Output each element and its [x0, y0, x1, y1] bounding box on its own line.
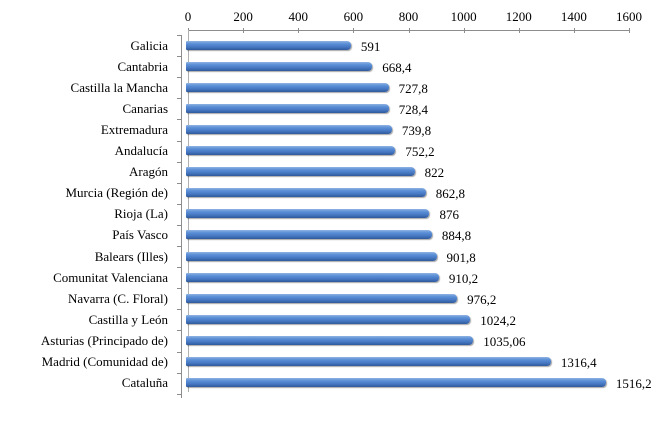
- category-label: Canarias: [122, 100, 168, 116]
- category-label: Murcia (Región de): [65, 185, 168, 201]
- category-label: Aragón: [129, 164, 168, 180]
- category-label: Cataluña: [121, 375, 168, 391]
- category-label: Galicia: [130, 37, 168, 53]
- value-label: 901,8: [446, 249, 476, 265]
- y-tick: [177, 183, 182, 184]
- bar: [186, 103, 389, 113]
- category-label: Andalucía: [114, 143, 168, 159]
- y-tick: [177, 309, 182, 310]
- value-label: 976,2: [467, 291, 497, 307]
- value-label: 668,4: [382, 59, 412, 75]
- x-tick: [574, 28, 575, 33]
- value-label: 728,4: [398, 101, 428, 117]
- y-tick: [177, 119, 182, 120]
- bar: [186, 82, 389, 92]
- x-tick: [629, 28, 630, 33]
- y-tick: [177, 141, 182, 142]
- y-tick: [177, 288, 182, 289]
- category-label: Castilla y León: [88, 311, 168, 327]
- value-label: 1024,2: [480, 312, 517, 328]
- x-tick-label: 1400: [560, 9, 587, 24]
- y-tick: [177, 35, 182, 36]
- category-label: Cantabria: [117, 58, 168, 74]
- category-label: Asturias (Principado de): [40, 332, 168, 348]
- x-tick-label: 0: [184, 9, 192, 24]
- value-label: 876: [439, 207, 459, 223]
- x-tick-label: 600: [343, 9, 364, 24]
- y-tick: [177, 267, 182, 268]
- x-tick-label: 200: [233, 9, 253, 24]
- y-tick: [177, 204, 182, 205]
- bar: [186, 378, 606, 388]
- value-label: 1316,4: [560, 355, 597, 371]
- x-tick: [409, 28, 410, 33]
- bar: [186, 251, 437, 261]
- bar: [186, 209, 430, 219]
- y-axis-line: [181, 36, 182, 398]
- value-label: 752,2: [405, 144, 435, 160]
- value-label: 884,8: [441, 228, 472, 244]
- bar: [186, 335, 474, 345]
- y-tick: [177, 330, 182, 331]
- category-label: País Vasco: [112, 227, 168, 243]
- bar: [186, 293, 458, 303]
- y-tick: [177, 225, 182, 226]
- category-label: Madrid (Comunidad de): [41, 354, 168, 370]
- value-label: 910,2: [448, 270, 479, 286]
- y-tick: [177, 77, 182, 78]
- bar: [186, 40, 351, 50]
- x-tick: [298, 28, 299, 33]
- x-tick: [464, 28, 465, 33]
- x-tick: [353, 28, 354, 33]
- bar: [186, 314, 471, 324]
- value-label: 591: [360, 38, 381, 54]
- y-tick: [177, 162, 182, 163]
- value-label: 1516,2: [615, 376, 652, 392]
- bar: [186, 146, 396, 156]
- bar: [186, 272, 439, 282]
- value-label: 1035,06: [483, 333, 526, 349]
- x-tick-label: 800: [398, 9, 419, 24]
- category-label: Extremadura: [100, 121, 168, 137]
- value-label: 739,8: [401, 122, 432, 138]
- value-label: 727,8: [398, 80, 428, 96]
- x-tick-label: 1000: [450, 9, 477, 24]
- x-tick: [243, 28, 244, 33]
- category-label: Rioja (La): [114, 206, 168, 222]
- category-label: Castilla la Mancha: [70, 79, 168, 95]
- y-tick: [177, 394, 182, 395]
- value-label: 862,8: [435, 186, 466, 202]
- category-label: Navarra (C. Floral): [68, 290, 168, 306]
- category-label: Balears (Illes): [94, 248, 168, 264]
- x-tick-label: 400: [288, 9, 309, 24]
- bar: [186, 61, 373, 71]
- bar: [186, 167, 415, 177]
- x-tick: [519, 28, 520, 33]
- y-tick: [177, 373, 182, 374]
- bar: [186, 124, 392, 134]
- x-tick-label: 1600: [616, 9, 642, 24]
- y-tick: [177, 352, 182, 353]
- value-label: 822: [424, 165, 445, 181]
- bar: [186, 230, 432, 240]
- x-tick-label: 1200: [505, 9, 532, 24]
- bar: [186, 188, 426, 198]
- category-label: Comunitat Valenciana: [53, 269, 168, 285]
- y-tick: [177, 98, 182, 99]
- x-axis-line: [188, 30, 629, 31]
- bar: [186, 357, 551, 367]
- y-tick: [177, 246, 182, 247]
- y-tick: [177, 56, 182, 57]
